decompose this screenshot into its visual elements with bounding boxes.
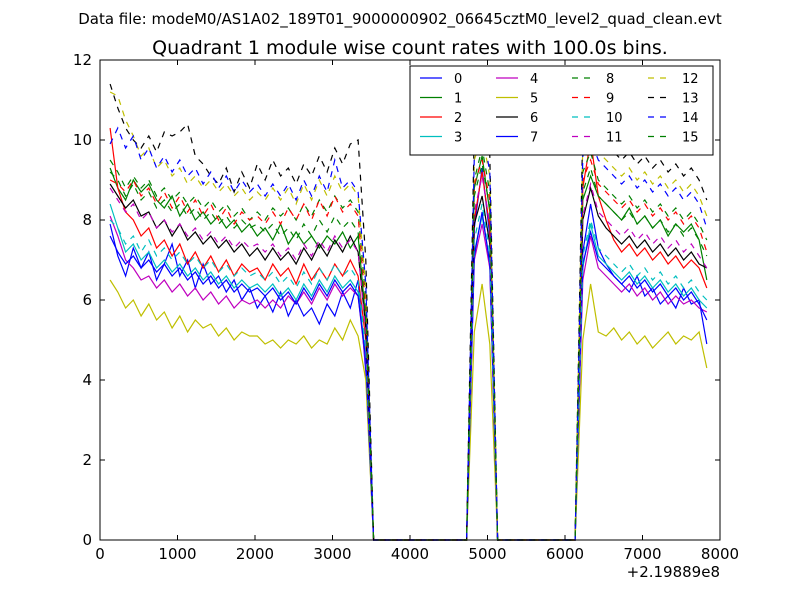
x-tick-label-2000: 2000 (236, 545, 274, 563)
legend-label-9: 9 (606, 92, 614, 107)
series-line-6 (109, 183, 708, 541)
series-line-8 (109, 147, 708, 541)
legend-label-13: 13 (682, 92, 699, 107)
x-offset-label: +2.19889e8 (627, 563, 720, 581)
series-line-4 (109, 215, 708, 541)
series-line-9 (109, 158, 708, 541)
legend-label-5: 5 (530, 92, 538, 107)
series-line-3 (109, 203, 708, 541)
y-tick-label-4: 4 (82, 371, 92, 389)
x-tick-label-1000: 1000 (158, 545, 196, 563)
series-line-15 (109, 163, 708, 541)
y-tick-label-8: 8 (82, 211, 92, 229)
legend-label-4: 4 (530, 72, 538, 87)
legend-box (409, 65, 714, 156)
x-tick-label-6000: 6000 (546, 545, 584, 563)
legend-label-15: 15 (682, 131, 699, 146)
legend-label-6: 6 (530, 111, 538, 126)
chart-supertitle: Data file: modeM0/AS1A02_189T01_90000009… (78, 10, 722, 29)
x-tick-label-8000: 8000 (701, 545, 739, 563)
legend-label-2: 2 (454, 111, 462, 126)
x-tick-label-5000: 5000 (468, 545, 506, 563)
series-group (109, 83, 708, 541)
x-tick-label-0: 0 (95, 545, 105, 563)
x-tick-label-4000: 4000 (391, 545, 429, 563)
legend-label-12: 12 (682, 72, 699, 87)
y-tick-label-6: 6 (82, 291, 92, 309)
legend-label-3: 3 (454, 131, 462, 146)
y-tick-label-0: 0 (82, 531, 92, 549)
legend-label-14: 14 (682, 111, 699, 126)
legend-label-1: 1 (454, 92, 462, 107)
y-tick-label-2: 2 (82, 451, 92, 469)
ticks-group: 0 1000 2000 3000 4000 5000 6000 7000 80000246810… (73, 51, 739, 563)
x-tick-label-3000: 3000 (313, 545, 351, 563)
series-line-5 (109, 279, 708, 541)
series-line-10 (109, 203, 708, 541)
x-tick-label-7000: 7000 (623, 545, 661, 563)
series-line-7 (109, 211, 708, 541)
series-line-2 (109, 127, 708, 541)
series-line-12 (109, 91, 708, 541)
y-tick-label-10: 10 (73, 131, 92, 149)
legend-label-8: 8 (606, 72, 614, 87)
legend-label-7: 7 (530, 131, 538, 146)
series-line-13 (109, 83, 708, 541)
legend-label-10: 10 (606, 111, 623, 126)
y-tick-label-12: 12 (73, 51, 92, 69)
series-line-0 (109, 167, 708, 541)
legend-label-11: 11 (606, 131, 623, 146)
legend-label-0: 0 (454, 72, 462, 87)
chart-title: Quadrant 1 module wise count rates with … (152, 37, 668, 59)
series-line-14 (109, 126, 708, 541)
series-line-11 (109, 175, 708, 541)
